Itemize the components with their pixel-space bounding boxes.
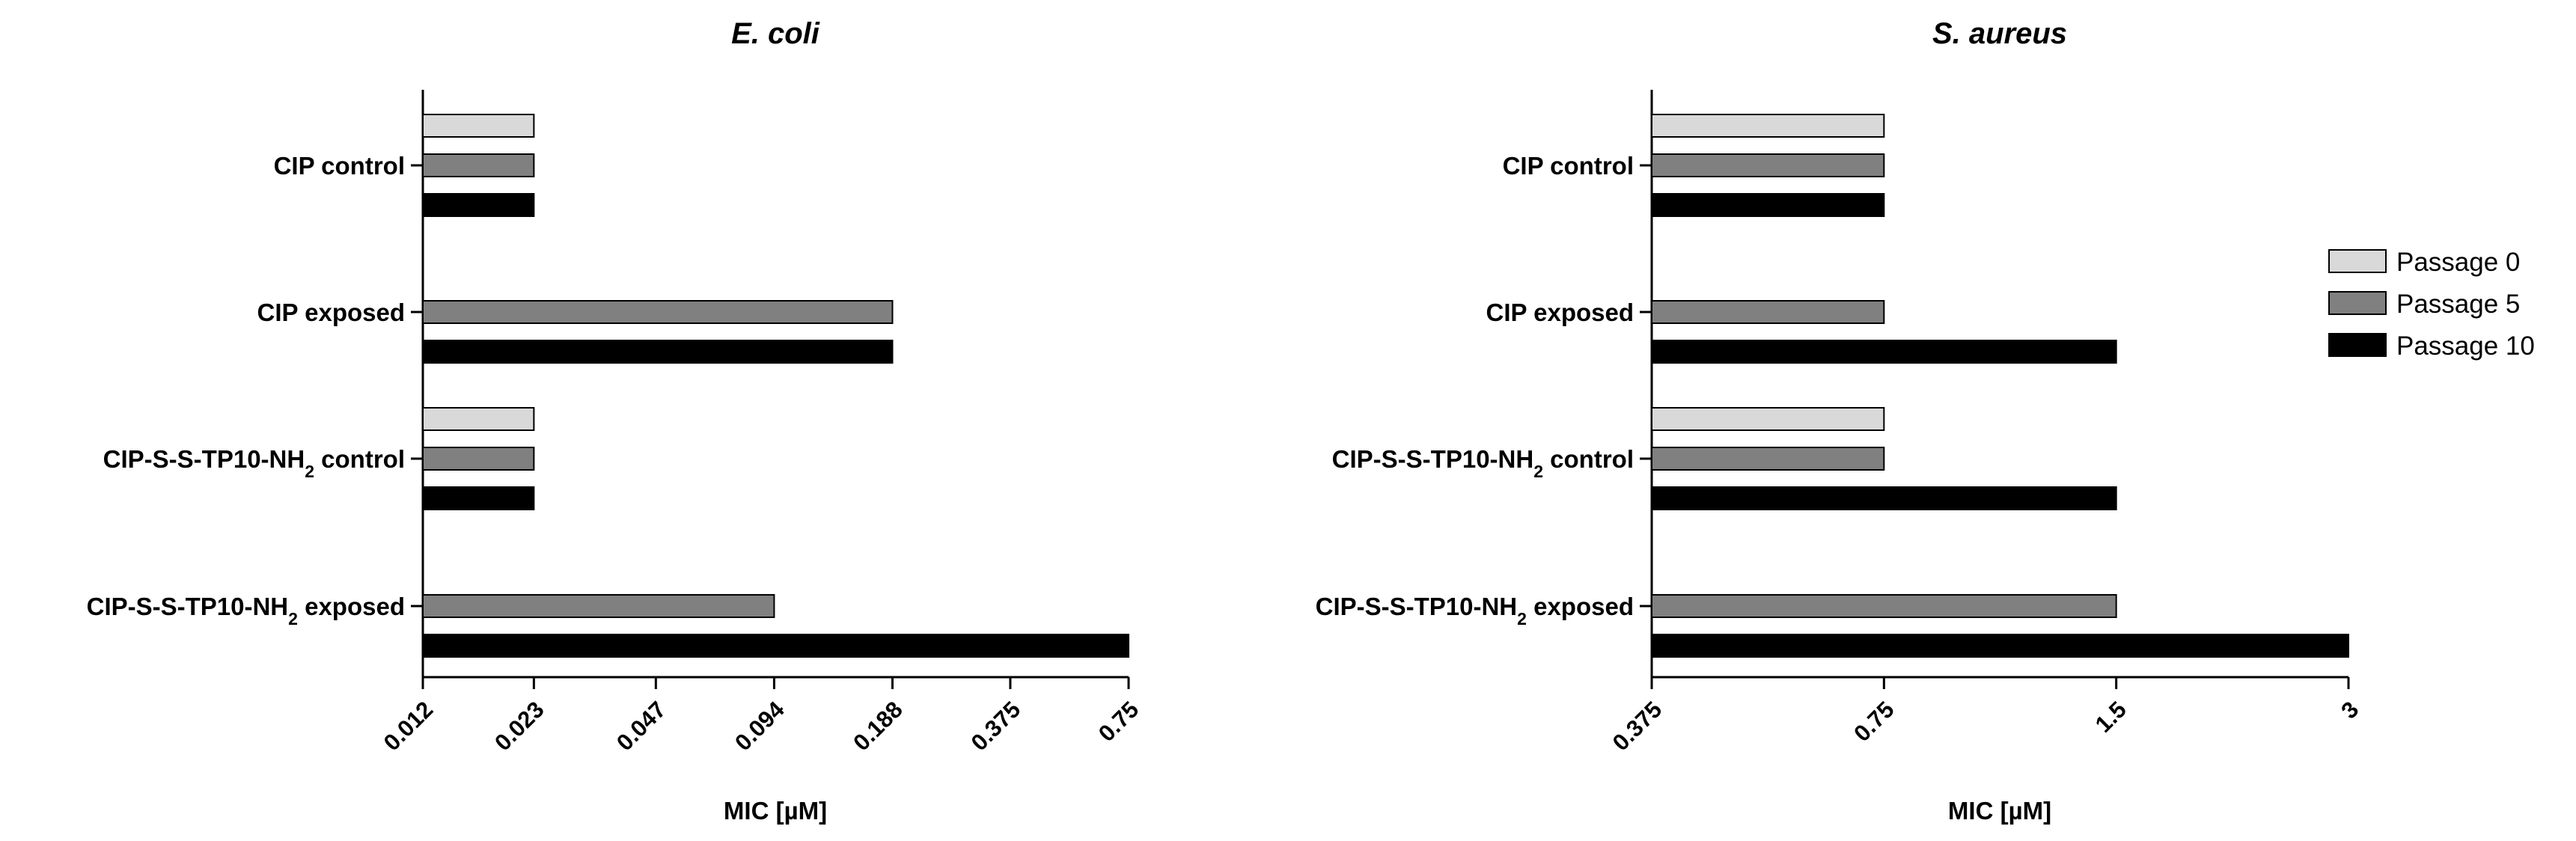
category-label-base: CIP exposed	[257, 299, 405, 326]
bar	[1651, 340, 2117, 364]
category-label: CIP-S-S-TP10-NH2 control	[103, 445, 405, 481]
category-label-subscript: 2	[1517, 609, 1527, 629]
category-label-suffix: control	[1543, 445, 1634, 473]
category-label: CIP-S-S-TP10-NH2 exposed	[87, 593, 405, 629]
category-label-suffix: control	[314, 445, 405, 473]
x-tick-label: 0.375	[966, 697, 1026, 756]
legend-swatch	[2328, 291, 2387, 315]
bar	[1651, 634, 2349, 658]
bar	[422, 153, 535, 177]
bar	[422, 447, 535, 471]
legend-swatch	[2328, 333, 2387, 357]
bar	[1651, 114, 1885, 138]
legend-label: Passage 5	[2396, 290, 2520, 319]
bar	[1651, 594, 2117, 618]
x-tick-label: 3	[2336, 697, 2363, 724]
x-tick-label: 0.023	[489, 697, 549, 756]
x-tick-label: 0.047	[611, 697, 671, 756]
x-tick-label: 0.012	[379, 697, 439, 756]
bar	[1651, 193, 1885, 217]
category-label-base: CIP-S-S-TP10-NH	[1332, 445, 1534, 473]
x-tick-label: 0.75	[1849, 697, 1899, 747]
chart-ecoli: E. coli CIP control CIP exposed CIP-S-S-TP1…	[87, 17, 1144, 825]
category-label: CIP control	[1503, 152, 1634, 180]
category-label-suffix: exposed	[1527, 593, 1634, 620]
bar	[422, 340, 894, 364]
category-label-base: CIP control	[274, 152, 405, 180]
category-label-subscript: 2	[305, 462, 314, 481]
chart-title: S. aureus	[1932, 17, 2067, 50]
category-label-base: CIP-S-S-TP10-NH	[1316, 593, 1518, 620]
bar	[1651, 486, 2117, 510]
x-axis-label: MIC [µM]	[1948, 797, 2051, 825]
category-label-base: CIP control	[1503, 152, 1634, 180]
category-label: CIP exposed	[1486, 299, 1634, 326]
legend-swatch	[2328, 249, 2387, 273]
bar	[422, 193, 535, 217]
x-tick-label: 0.094	[730, 696, 790, 756]
x-tick-label: 0.375	[1608, 697, 1667, 756]
category-label: CIP exposed	[257, 299, 405, 326]
legend-label: Passage 0	[2396, 248, 2520, 277]
category-label-subscript: 2	[1533, 462, 1543, 481]
bar	[1651, 447, 1885, 471]
chart-saureus: S. aureus CIP control CIP exposed CIP-S-S-T…	[1316, 17, 2364, 825]
category-label: CIP-S-S-TP10-NH2 control	[1332, 445, 1634, 481]
legend: Passage 0 Passage 5 Passage 10	[2328, 248, 2535, 361]
bar	[422, 594, 775, 618]
category-label: CIP control	[274, 152, 405, 180]
bar	[422, 407, 535, 431]
x-tick-label: 1.5	[2090, 697, 2131, 738]
category-label-base: CIP-S-S-TP10-NH	[103, 445, 305, 473]
legend-label: Passage 10	[2396, 331, 2535, 361]
category-label-suffix: exposed	[298, 593, 405, 620]
x-tick-label: 0.188	[848, 697, 908, 756]
category-label-base: CIP-S-S-TP10-NH	[87, 593, 289, 620]
category-label: CIP-S-S-TP10-NH2 exposed	[1316, 593, 1634, 629]
bar	[422, 300, 894, 324]
bar	[1651, 407, 1885, 431]
bar	[422, 634, 1129, 658]
x-axis-label: MIC [µM]	[724, 797, 827, 825]
bar	[1651, 153, 1885, 177]
bar	[1651, 300, 1885, 324]
bar	[422, 486, 535, 510]
category-label-base: CIP exposed	[1486, 299, 1634, 326]
chart-title: E. coli	[731, 17, 820, 50]
bar	[422, 114, 535, 138]
category-label-subscript: 2	[288, 609, 298, 629]
x-tick-label: 0.75	[1093, 697, 1144, 747]
